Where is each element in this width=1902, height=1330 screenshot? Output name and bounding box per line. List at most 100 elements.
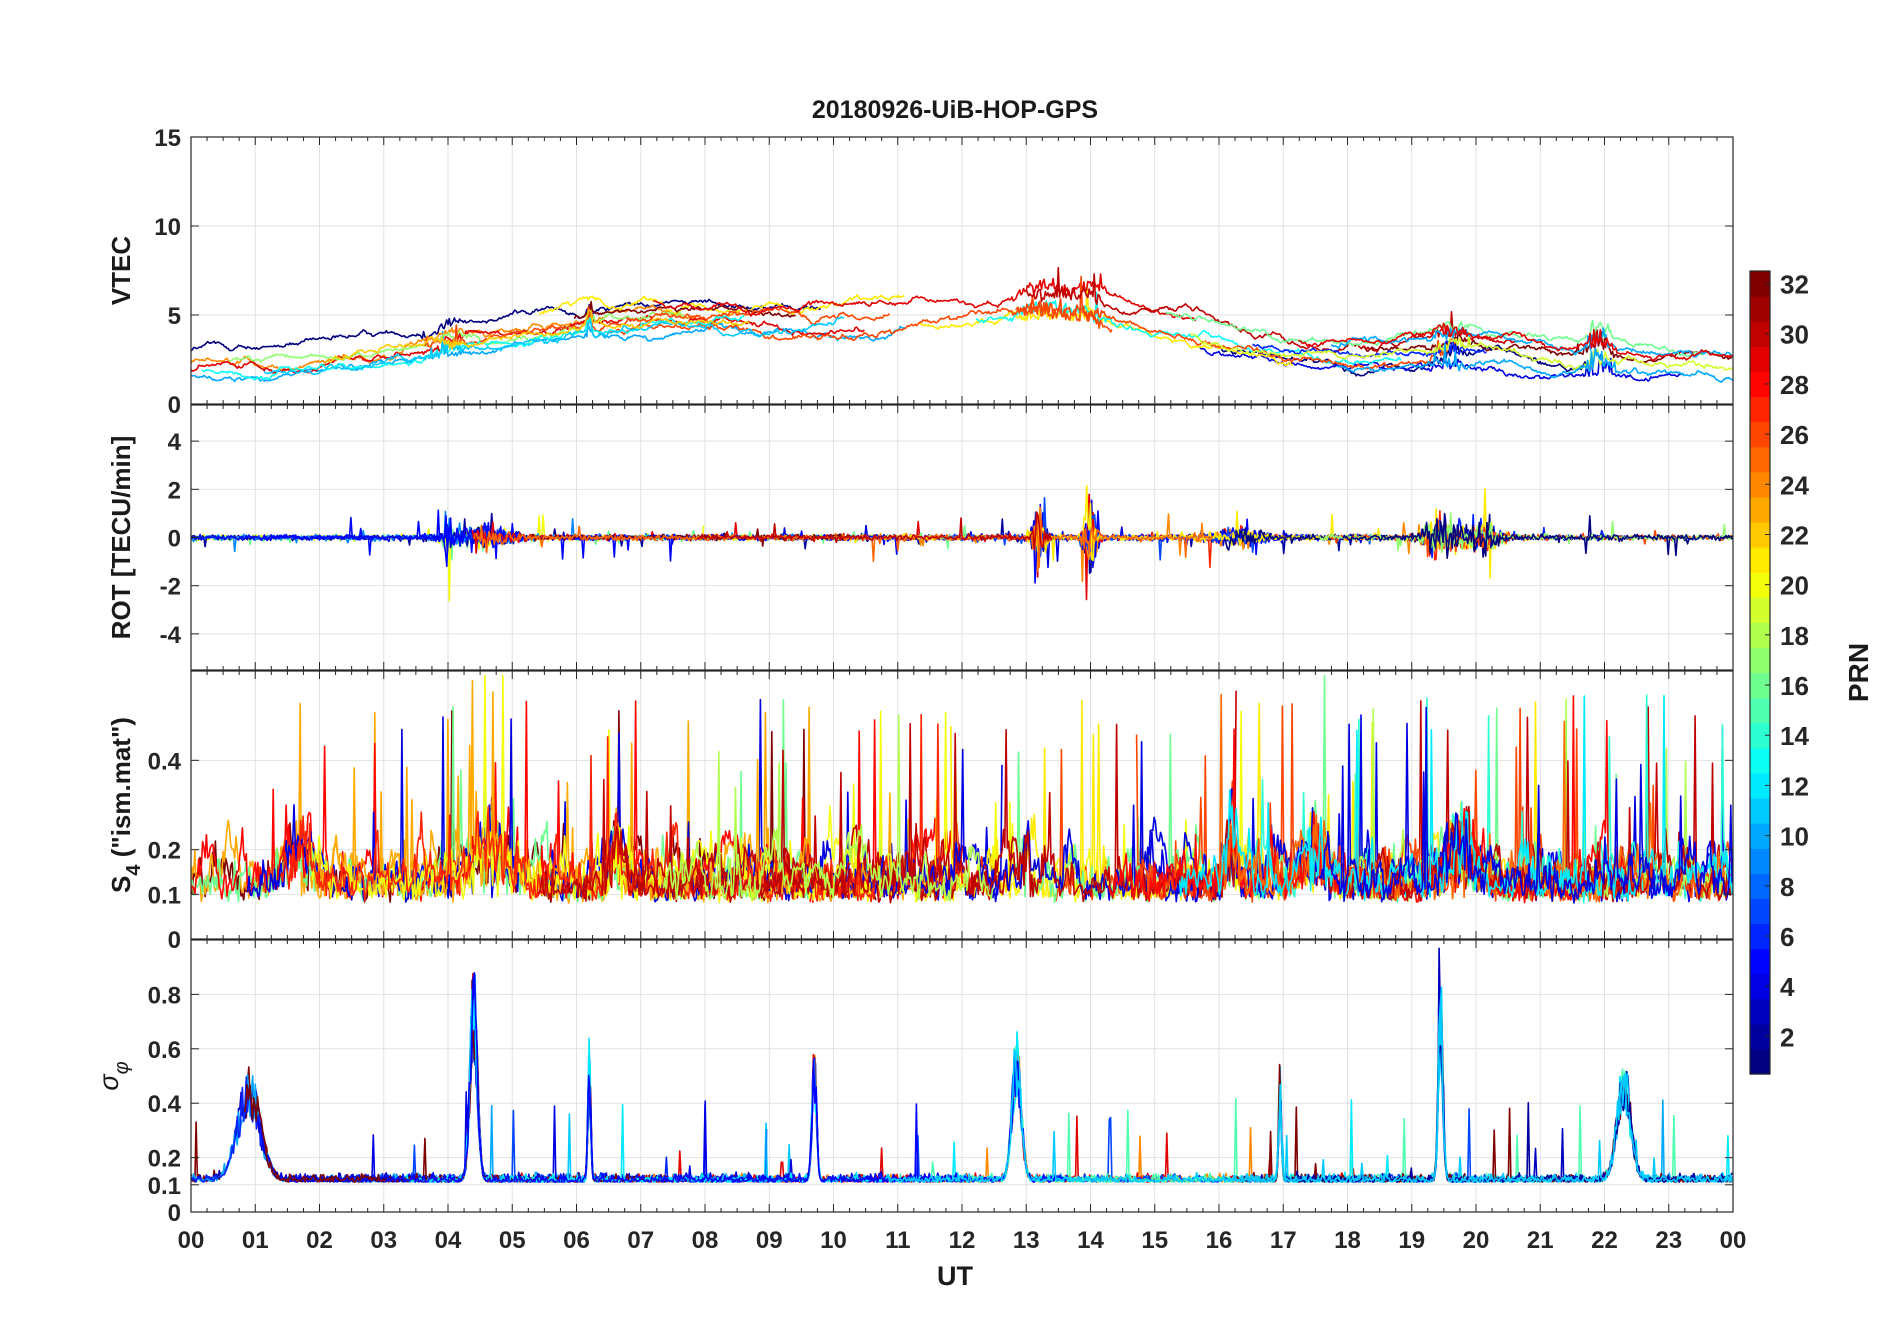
colorbar-tick-label: 18 xyxy=(1780,621,1809,651)
y-tick-label: 4 xyxy=(168,429,182,456)
series-line-prn xyxy=(616,722,1028,904)
colorbar-segment xyxy=(1750,371,1770,398)
series-line-prn xyxy=(697,511,1053,551)
series-line-prn xyxy=(1318,706,1733,904)
y-tick-label: 0 xyxy=(168,1200,181,1227)
series-line-prn xyxy=(1230,986,1733,1183)
colorbar-label: PRN xyxy=(1843,643,1874,702)
x-tick-label: 23 xyxy=(1655,1227,1682,1254)
colorbar-segment xyxy=(1750,923,1770,950)
colorbar-tick-label: 14 xyxy=(1780,721,1809,751)
y-tick-label: -4 xyxy=(160,622,182,649)
x-tick-label: 17 xyxy=(1270,1227,1297,1254)
series-line-prn xyxy=(306,674,962,903)
series-line-prn xyxy=(191,298,822,352)
chart-title: 20180926-UiB-HOP-GPS xyxy=(812,96,1098,124)
colorbar-segment xyxy=(1750,321,1770,347)
colorbar-segment xyxy=(1750,622,1770,648)
y-tick-label: -2 xyxy=(160,574,181,601)
series-line-prn xyxy=(201,315,745,381)
x-tick-label: 03 xyxy=(370,1227,397,1254)
colorbar-segment xyxy=(1750,948,1770,975)
series-line-prn xyxy=(1362,329,1733,364)
y-tick-label: 5 xyxy=(168,303,181,330)
x-tick-label: 04 xyxy=(435,1227,462,1254)
y-tick-label: 2 xyxy=(168,477,181,504)
x-tick-label: 12 xyxy=(949,1227,976,1254)
x-tick-label: 06 xyxy=(563,1227,590,1254)
series-line-prn xyxy=(653,273,1197,322)
colorbar-segment xyxy=(1750,296,1770,322)
series-line-prn xyxy=(885,1048,1297,1183)
colorbar-tick-label: 26 xyxy=(1780,420,1809,450)
colorbar-segment xyxy=(1750,421,1770,448)
colorbar-segment xyxy=(1750,547,1770,573)
colorbar-segment xyxy=(1750,1048,1770,1075)
series-line-prn xyxy=(325,309,750,363)
y-tick-label: 0.8 xyxy=(148,982,181,1009)
colorbar-segment xyxy=(1750,647,1770,674)
x-tick-label: 00 xyxy=(1720,1227,1747,1254)
y-tick-label: 0.1 xyxy=(148,882,181,909)
series-line-prn xyxy=(1298,322,1733,362)
colorbar-segment xyxy=(1750,271,1770,297)
colorbar-frame xyxy=(1749,270,1771,1075)
panel-rot-series xyxy=(191,484,1733,602)
y-tick-label: 15 xyxy=(154,125,181,152)
y-tick-label: 0.2 xyxy=(148,838,181,865)
colorbar-segment xyxy=(1750,873,1770,899)
colorbar-tick-label: 28 xyxy=(1780,370,1809,400)
y-axis-label-s4: S4 ("ism.mat") xyxy=(106,717,145,893)
x-tick-label: 13 xyxy=(1013,1227,1040,1254)
series-line-prn xyxy=(1189,331,1733,371)
y-tick-label: 10 xyxy=(154,214,181,241)
colorbar-tick-label: 12 xyxy=(1780,771,1809,801)
y-tick-label: 0 xyxy=(168,526,181,553)
colorbar-tick-label: 4 xyxy=(1780,972,1795,1002)
colorbar-segment xyxy=(1750,446,1770,473)
y-tick-label: 0.4 xyxy=(148,748,182,775)
colorbar-tick-label: 16 xyxy=(1780,671,1809,701)
colorbar-segment xyxy=(1750,898,1770,925)
series-line-prn xyxy=(603,275,1113,342)
panel-rot: -4 -2 0 2 4 ROT [TECU/min] xyxy=(106,404,1734,671)
series-line-prn xyxy=(538,690,1237,904)
x-tick-label: 05 xyxy=(499,1227,526,1254)
series-line-prn xyxy=(263,316,844,376)
x-tick-label: 19 xyxy=(1398,1227,1425,1254)
x-tick-label: 10 xyxy=(820,1227,847,1254)
x-axis-label: UT xyxy=(937,1261,973,1291)
y-tick-label: 0.2 xyxy=(148,1146,181,1173)
y-tick-label: 0 xyxy=(168,392,181,419)
x-tick-label: 22 xyxy=(1591,1227,1618,1254)
x-tick-label: 09 xyxy=(756,1227,783,1254)
y-axis-label-sigma: σφ xyxy=(94,1061,133,1090)
series-line-prn xyxy=(1015,300,1457,370)
colorbar-segment xyxy=(1750,1023,1770,1050)
x-tick-label: 21 xyxy=(1527,1227,1554,1254)
x-tick-label: 20 xyxy=(1463,1227,1490,1254)
colorbar-segment xyxy=(1750,998,1770,1025)
colorbar-segment xyxy=(1750,672,1770,699)
colorbar-segment xyxy=(1750,396,1770,423)
x-tick-label: 01 xyxy=(242,1227,269,1254)
x-tick-label: 18 xyxy=(1334,1227,1361,1254)
colorbar-tick-label: 10 xyxy=(1780,822,1809,852)
x-tick-label: 02 xyxy=(306,1227,333,1254)
y-axis-label-vtec: VTEC xyxy=(106,236,136,306)
y-axis-label-rot: ROT [TECU/min] xyxy=(106,436,136,640)
panel-vtec-series xyxy=(191,266,1733,383)
colorbar-segment xyxy=(1750,797,1770,824)
panel-sigma: 00.10.2 0.4 0.6 0.8 σφ 00 01 02 03 04 05 06 07 08 09 10… xyxy=(94,939,1747,1254)
series-line-prn xyxy=(662,714,995,902)
panel-sigma-series xyxy=(191,947,1733,1183)
colorbar-tick-label: 24 xyxy=(1780,470,1809,500)
colorbar-segment xyxy=(1750,697,1770,724)
series-line-prn xyxy=(1330,327,1733,358)
series-line-prn xyxy=(573,300,796,320)
colorbar-segment xyxy=(1750,572,1770,598)
colorbar-segment xyxy=(1750,722,1770,749)
colorbar-tick-label: 32 xyxy=(1780,270,1809,300)
x-tick-label: 14 xyxy=(1077,1227,1104,1254)
